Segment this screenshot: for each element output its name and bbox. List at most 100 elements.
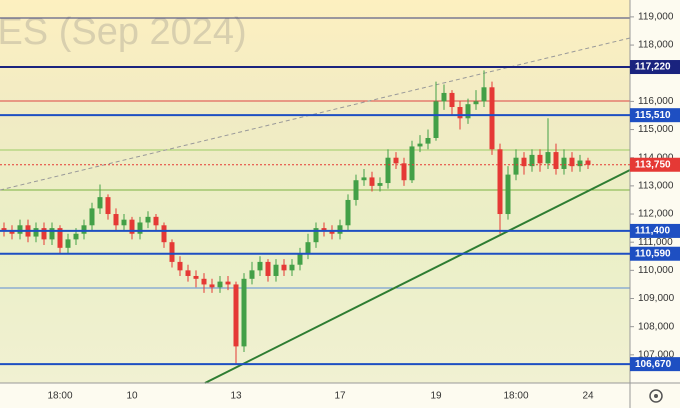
y-tick-label: 107,000 xyxy=(638,349,675,360)
x-tick-label: 18:00 xyxy=(47,391,72,402)
candle-body xyxy=(489,87,495,150)
candle-body xyxy=(361,177,367,181)
candle-body xyxy=(505,174,511,215)
candle-body xyxy=(553,152,559,169)
candle-body xyxy=(9,230,15,234)
candle-body xyxy=(497,149,503,215)
y-tick-label: 109,000 xyxy=(638,293,675,304)
candle-body xyxy=(321,228,327,231)
candle-body xyxy=(49,228,55,240)
candle-body xyxy=(241,278,247,347)
x-tick-label: 19 xyxy=(430,391,442,402)
candle-body xyxy=(417,143,423,147)
candle-body xyxy=(177,261,183,271)
candle-body xyxy=(81,225,87,234)
candle-body xyxy=(393,157,399,164)
candle-body xyxy=(153,216,159,226)
candle-body xyxy=(297,253,303,265)
candle-body xyxy=(129,219,135,234)
candle-body xyxy=(433,101,439,138)
candle-body xyxy=(249,270,255,279)
candle-body xyxy=(313,228,319,243)
level-label-bg xyxy=(630,60,680,75)
x-axis-background xyxy=(0,383,630,408)
candle-body xyxy=(33,228,39,237)
level-label: 113,750 xyxy=(635,159,671,170)
plot-background xyxy=(0,0,630,383)
candle-body xyxy=(481,87,487,102)
candle-body xyxy=(529,154,535,167)
x-tick-label: 13 xyxy=(230,391,242,402)
level-label: 111,400 xyxy=(635,226,670,237)
candle-body xyxy=(73,233,79,240)
candle-body xyxy=(273,264,279,276)
candle-body xyxy=(113,214,119,226)
level-label-bg xyxy=(630,108,680,123)
candle-body xyxy=(209,284,215,288)
trend-line xyxy=(204,169,631,384)
candle-body xyxy=(281,264,287,271)
candle-body xyxy=(521,157,527,167)
candle-body xyxy=(473,101,479,105)
candle-body xyxy=(185,270,191,276)
candle-body xyxy=(105,197,111,215)
candle-body xyxy=(89,208,95,226)
candle-body xyxy=(97,197,103,209)
candle-body xyxy=(425,137,431,144)
candle-body xyxy=(121,219,127,226)
candle-body xyxy=(545,152,551,164)
candle-body xyxy=(305,242,311,254)
level-label-bg xyxy=(630,357,680,372)
candle-body xyxy=(217,281,223,288)
candle-body xyxy=(145,216,151,223)
candle-body xyxy=(401,163,407,181)
watermark: RES (Sep 2024) xyxy=(0,11,247,53)
y-tick-label: 112,000 xyxy=(638,209,674,220)
y-tick-label: 118,000 xyxy=(638,40,674,51)
candle-body xyxy=(137,222,143,234)
candle-body xyxy=(409,146,415,181)
candle-body xyxy=(257,261,263,271)
candle-body xyxy=(337,225,343,234)
candle-body xyxy=(161,225,167,243)
y-tick-label: 111,000 xyxy=(638,237,673,248)
candle-body xyxy=(225,281,231,285)
candle-body xyxy=(289,264,295,271)
candle-body xyxy=(353,180,359,200)
x-tick-label: 24 xyxy=(582,391,594,402)
candle-body xyxy=(569,157,575,167)
candle-body xyxy=(561,157,567,169)
settings-icon[interactable] xyxy=(649,389,663,403)
candle-body xyxy=(201,278,207,285)
level-label-bg xyxy=(630,223,680,238)
candle-body xyxy=(585,160,591,165)
y-tick-label: 110,000 xyxy=(638,265,674,276)
x-tick-label: 10 xyxy=(126,391,138,402)
level-label-bg xyxy=(630,157,680,172)
candle-body xyxy=(537,154,543,164)
decorations xyxy=(0,17,631,384)
level-label: 106,670 xyxy=(635,359,672,370)
y-tick-label: 113,000 xyxy=(638,181,674,192)
candle-body xyxy=(465,104,471,119)
candle-body xyxy=(377,183,383,186)
level-label: 117,220 xyxy=(635,62,671,73)
candle-body xyxy=(345,199,351,226)
candle-body xyxy=(265,261,271,276)
candle-body xyxy=(449,92,455,108)
candle-body xyxy=(17,225,23,234)
candle-body xyxy=(329,230,335,234)
level-label-bg xyxy=(630,246,680,261)
candle-body xyxy=(385,157,391,184)
candle-body xyxy=(169,242,175,262)
level-label: 110,590 xyxy=(635,248,671,259)
level-label: 115,510 xyxy=(635,110,671,121)
candle-body xyxy=(65,239,71,248)
candle-body xyxy=(193,275,199,279)
y-tick-label: 115,000 xyxy=(638,124,674,135)
candle-body xyxy=(577,160,583,167)
candle-body xyxy=(57,228,63,248)
candle-body xyxy=(457,107,463,119)
